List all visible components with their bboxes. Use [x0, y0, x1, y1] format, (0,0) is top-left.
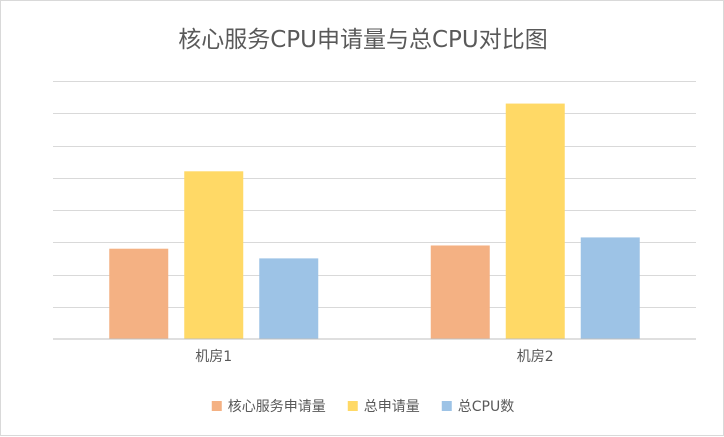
- bar-2-1: [430, 245, 490, 339]
- legend-swatch: [211, 401, 222, 411]
- bar-2-2: [505, 103, 565, 339]
- bar-1-2: [184, 171, 244, 339]
- legend-swatch: [441, 401, 452, 411]
- bars: [109, 103, 640, 339]
- x-tick-labels: 机房1 机房2: [195, 349, 553, 365]
- bar-1-3: [259, 258, 319, 339]
- chart-title: 核心服务CPU申请量与总CPU对比图: [178, 27, 548, 53]
- x-tick-label: 机房1: [195, 349, 232, 365]
- legend-swatch: [347, 401, 358, 411]
- x-tick-label: 机房2: [517, 349, 554, 365]
- legend-label: 核心服务申请量: [228, 399, 326, 415]
- bar-2-3: [580, 237, 640, 339]
- bar-1-1: [109, 248, 169, 339]
- legend-item-3: 总CPU数: [441, 399, 514, 415]
- legend: 核心服务申请量 总申请量 总CPU数: [211, 399, 514, 415]
- legend-item-1: 核心服务申请量: [211, 399, 326, 415]
- legend-item-2: 总申请量: [347, 399, 420, 415]
- legend-label: 总申请量: [364, 399, 420, 415]
- legend-label: 总CPU数: [458, 399, 514, 415]
